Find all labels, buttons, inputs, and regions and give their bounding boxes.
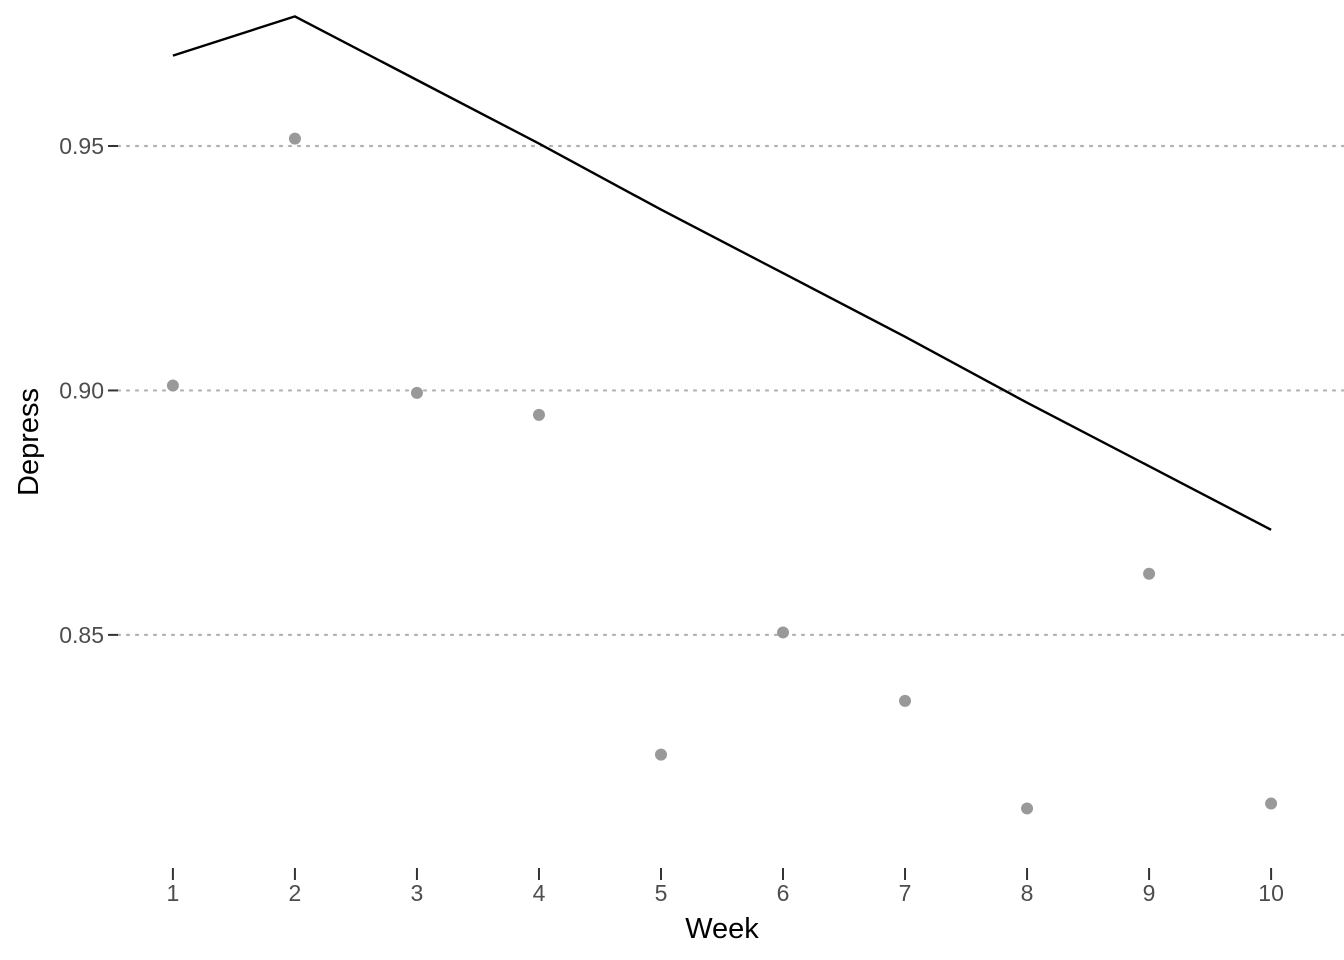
data-point: [1021, 802, 1034, 815]
x-tick-label: 10: [1258, 880, 1284, 906]
data-point: [899, 694, 912, 707]
data-point: [1265, 797, 1278, 810]
x-tick-label: 1: [167, 880, 180, 906]
point-layer: [166, 132, 1278, 815]
data-point: [288, 132, 301, 145]
data-point: [654, 748, 667, 761]
data-point: [410, 386, 423, 399]
data-point: [532, 408, 545, 421]
x-axis-title: Week: [685, 913, 759, 945]
y-tick-label: 0.85: [59, 622, 104, 648]
data-point: [777, 626, 790, 639]
x-tick-label: 3: [411, 880, 424, 906]
x-tick-label: 2: [289, 880, 302, 906]
data-point: [1143, 567, 1156, 580]
grid-layer: [116, 144, 1344, 636]
trend-line: [172, 15, 1272, 531]
x-tick-label: 8: [1021, 880, 1034, 906]
line-layer: [172, 15, 1272, 531]
y-tick-label: 0.95: [59, 133, 104, 159]
y-axis: 0.85 0.90 0.95: [59, 133, 118, 648]
x-tick-label: 7: [899, 880, 912, 906]
data-point: [166, 379, 179, 392]
x-axis: 1 2 3 4 5 6 7 8 9 10: [167, 868, 1284, 906]
x-tick-label: 9: [1143, 880, 1156, 906]
x-tick-label: 6: [777, 880, 790, 906]
x-tick-label: 4: [533, 880, 546, 906]
y-axis-title: Depress: [13, 388, 45, 496]
x-tick-label: 5: [655, 880, 668, 906]
y-tick-label: 0.90: [59, 377, 104, 403]
